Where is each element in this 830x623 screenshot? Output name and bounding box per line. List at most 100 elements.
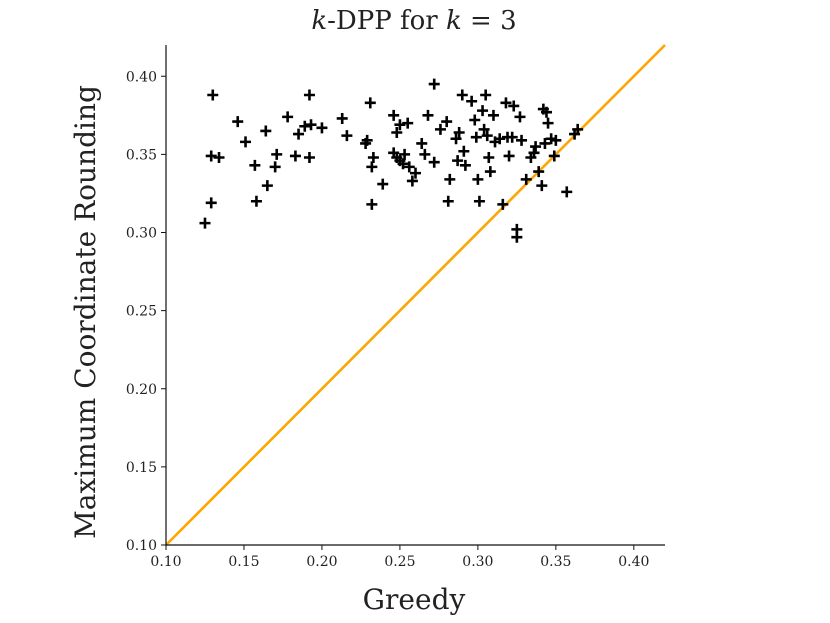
data-point: [399, 148, 411, 160]
data-point: [473, 195, 485, 207]
data-point: [261, 180, 273, 192]
y-tick-label: 0.35: [126, 147, 157, 163]
data-point: [394, 119, 406, 131]
data-point: [483, 152, 495, 163]
y-tick-label: 0.40: [126, 69, 157, 85]
data-point: [506, 131, 518, 143]
data-point: [539, 137, 551, 149]
data-point: [422, 109, 434, 121]
data-point: [410, 167, 421, 179]
data-point: [441, 116, 453, 128]
data-point: [487, 109, 499, 121]
x-tick-label: 0.10: [150, 554, 181, 570]
x-tick-label: 0.35: [540, 554, 571, 570]
data-point: [514, 111, 526, 123]
data-point: [548, 150, 560, 162]
x-axis-ticks: 0.10 0.15 0.20 0.25 0.30 0.35 0.40: [150, 545, 649, 570]
data-point: [494, 133, 506, 145]
data-point: [416, 137, 428, 149]
data-point: [516, 134, 528, 146]
data-point: [542, 117, 554, 129]
y-axis-label: Maximum Coordinate Rounding: [69, 85, 102, 539]
data-point: [205, 150, 217, 162]
data-point: [456, 89, 468, 101]
x-tick-label: 0.15: [228, 554, 259, 570]
data-point: [232, 116, 244, 128]
data-point: [336, 112, 348, 124]
data-point: [406, 175, 418, 187]
data-point: [520, 173, 532, 185]
data-point: [282, 111, 294, 123]
data-point: [428, 156, 440, 168]
data-point: [402, 117, 414, 129]
data-point: [497, 198, 509, 210]
data-point: [377, 178, 389, 190]
data-point: [207, 89, 219, 101]
data-point: [469, 114, 481, 126]
data-point: [403, 161, 415, 173]
y-tick-label: 0.10: [126, 538, 157, 554]
data-point: [500, 97, 512, 109]
data-point: [428, 78, 440, 90]
data-point: [484, 166, 496, 178]
data-point: [442, 195, 454, 207]
x-tick-label: 0.25: [384, 554, 415, 570]
data-point: [572, 123, 584, 135]
data-point: [477, 105, 489, 117]
data-point: [397, 158, 409, 170]
data-point: [366, 161, 378, 173]
data-point: [419, 148, 431, 160]
data-point: [249, 159, 261, 171]
data-point: [470, 131, 482, 143]
data-points: [199, 78, 584, 243]
y-tick-label: 0.30: [126, 226, 157, 242]
data-point: [480, 89, 492, 101]
data-point: [466, 95, 478, 107]
data-point: [199, 217, 211, 229]
data-point: [361, 134, 373, 146]
y-tick-label: 0.25: [126, 304, 157, 320]
data-point: [293, 128, 305, 140]
data-point: [289, 150, 301, 162]
data-point: [305, 119, 317, 131]
data-point: [561, 186, 573, 198]
data-point: [533, 166, 545, 178]
data-point: [250, 195, 262, 207]
x-tick-label: 0.40: [618, 554, 649, 570]
data-point: [364, 97, 376, 109]
data-point: [388, 109, 400, 121]
data-point: [511, 231, 523, 243]
reference-line-y-equals-x: [165, 44, 666, 546]
data-point: [444, 173, 456, 185]
data-point: [341, 130, 353, 142]
data-point: [528, 147, 540, 159]
data-point: [260, 125, 272, 137]
data-point: [316, 122, 328, 134]
plot-area: [165, 44, 666, 546]
data-point: [240, 136, 252, 148]
data-point: [434, 123, 446, 135]
data-point: [508, 100, 520, 112]
data-point: [450, 133, 462, 145]
data-point: [366, 198, 378, 210]
data-point: [453, 127, 465, 138]
data-point: [391, 127, 403, 138]
title-suffix: = 3: [462, 6, 517, 36]
data-point: [536, 180, 548, 192]
chart-title: k-DPP for k = 3: [311, 6, 516, 36]
data-point: [458, 145, 470, 157]
data-point: [269, 161, 281, 173]
data-point: [303, 89, 315, 101]
data-point: [478, 123, 490, 135]
data-point: [550, 134, 562, 146]
data-point: [540, 106, 552, 118]
data-point: [481, 130, 493, 142]
y-tick-label: 0.15: [126, 460, 157, 476]
x-axis-label: Greedy: [363, 583, 466, 616]
data-point: [299, 120, 311, 132]
x-tick-label: 0.30: [462, 554, 493, 570]
data-point: [271, 148, 283, 160]
title-k-var: k: [446, 6, 462, 36]
y-axis-ticks: 0.10 0.15 0.20 0.25 0.30 0.35 0.40: [126, 69, 166, 554]
